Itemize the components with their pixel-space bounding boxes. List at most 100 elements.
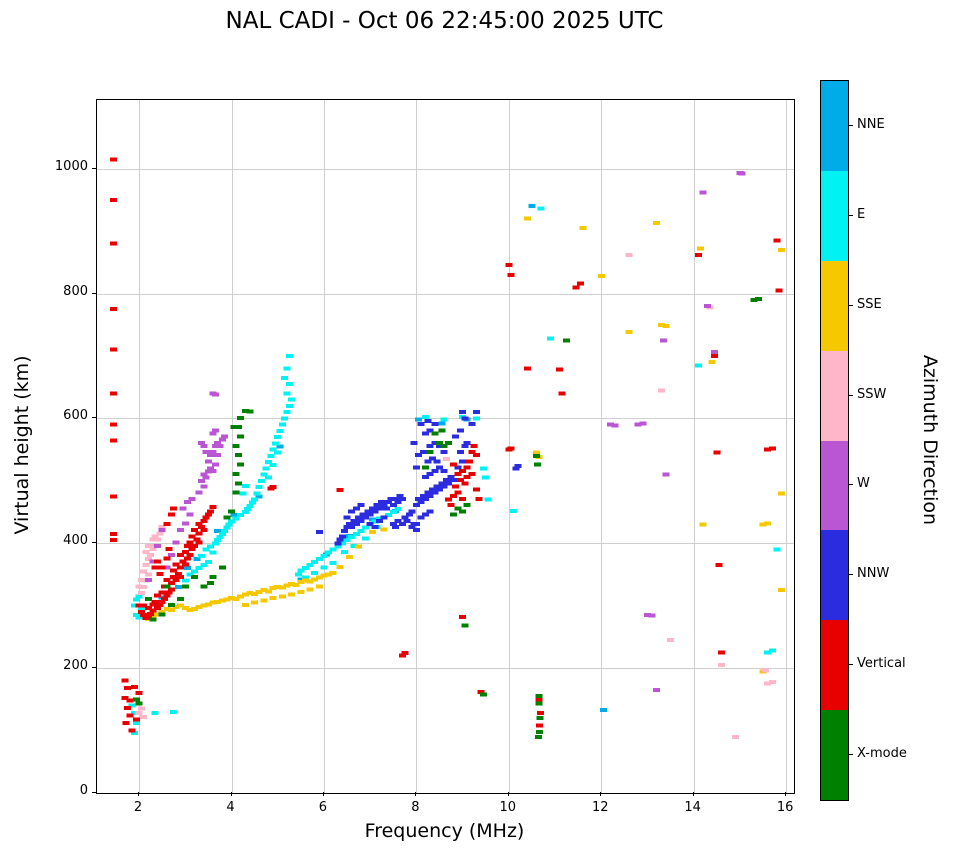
colorbar-entry-label: W xyxy=(857,476,870,492)
data-point-sse xyxy=(195,605,203,609)
data-point-vertical xyxy=(177,565,185,570)
data-point-x-mode xyxy=(209,575,217,579)
x-axis-label: Frequency (MHz) xyxy=(364,820,525,842)
data-point-nnw xyxy=(399,521,406,526)
data-point-x-mode xyxy=(436,440,443,445)
data-point-sse xyxy=(329,571,337,576)
data-point-e xyxy=(211,541,219,546)
data-point-nnw xyxy=(410,440,418,445)
data-point-x-mode xyxy=(246,409,254,414)
data-point-vertical xyxy=(181,562,189,567)
data-point-e xyxy=(202,547,210,552)
data-point-sse xyxy=(759,522,767,527)
data-point-w xyxy=(211,443,219,448)
data-point-nnw xyxy=(463,440,471,445)
data-point-vertical xyxy=(459,468,467,473)
data-point-vertical xyxy=(137,609,145,614)
data-point-sse xyxy=(218,598,226,603)
data-point-e xyxy=(362,536,369,541)
data-point-ssw xyxy=(731,734,739,739)
data-point-e xyxy=(348,535,356,539)
data-point-nnw xyxy=(345,521,353,526)
data-point-nnw xyxy=(454,465,462,470)
colorbar-entry-label: SSW xyxy=(857,386,887,402)
data-point-vertical xyxy=(140,603,148,608)
data-point-nnw xyxy=(371,509,379,514)
data-point-x-mode xyxy=(181,584,189,589)
data-point-ssw xyxy=(625,252,633,257)
data-point-x-mode xyxy=(149,617,157,622)
data-point-ssw xyxy=(667,638,675,642)
data-point-nnw xyxy=(459,459,467,464)
data-point-e xyxy=(440,417,448,422)
data-point-vertical xyxy=(158,565,166,570)
data-point-vertical xyxy=(477,689,485,694)
data-point-nne xyxy=(276,444,284,449)
data-point-nne xyxy=(528,204,536,209)
data-point-vertical xyxy=(170,506,178,511)
data-point-sse xyxy=(355,544,363,549)
data-point-e xyxy=(269,463,277,468)
data-point-e xyxy=(216,535,224,539)
data-point-vertical xyxy=(558,391,566,396)
data-point-sse xyxy=(336,565,344,569)
data-point-x-mode xyxy=(461,623,469,628)
data-point-w xyxy=(198,478,205,483)
data-point-vertical xyxy=(473,453,480,458)
data-point-nnw xyxy=(452,434,460,439)
data-point-w xyxy=(211,392,219,397)
data-point-e xyxy=(773,547,781,552)
data-point-sse xyxy=(302,578,309,583)
data-point-e xyxy=(320,565,328,570)
colorbar-tick xyxy=(849,124,853,126)
data-point-e xyxy=(389,510,397,515)
data-point-vertical xyxy=(128,728,136,733)
data-point-nnw xyxy=(449,478,457,483)
data-point-x-mode xyxy=(234,481,242,486)
data-point-sse xyxy=(251,591,259,596)
data-point-sse xyxy=(778,588,785,593)
data-point-w xyxy=(188,496,196,501)
data-point-e xyxy=(283,366,291,371)
data-point-w xyxy=(177,528,185,533)
data-point-e xyxy=(265,475,272,480)
data-point-w xyxy=(207,466,215,471)
data-point-e xyxy=(262,466,270,471)
data-point-e xyxy=(329,547,337,552)
data-point-x-mode xyxy=(232,490,240,495)
data-point-nnw xyxy=(426,493,434,498)
data-point-vertical xyxy=(110,307,118,312)
data-point-e xyxy=(260,472,268,477)
data-point-nnw xyxy=(375,518,383,523)
data-point-vertical xyxy=(163,593,171,598)
data-point-vertical xyxy=(156,603,164,608)
data-point-e xyxy=(253,491,261,496)
data-point-nnw xyxy=(412,503,420,508)
data-point-nnw xyxy=(362,515,369,520)
data-point-nnw xyxy=(315,530,323,534)
colorbar-tick xyxy=(849,574,853,576)
data-point-vertical xyxy=(122,721,130,726)
data-point-nnw xyxy=(373,503,381,508)
data-point-ssw xyxy=(144,543,152,548)
data-point-w xyxy=(639,421,647,426)
data-point-e xyxy=(241,483,249,488)
data-point-nnw xyxy=(422,496,430,501)
data-point-vertical xyxy=(202,515,210,520)
data-point-w xyxy=(207,453,215,458)
data-point-vertical xyxy=(144,614,152,619)
data-point-vertical xyxy=(711,354,718,358)
data-point-e xyxy=(221,528,229,533)
data-point-sse xyxy=(181,606,189,611)
data-point-sse xyxy=(200,603,208,608)
data-point-e xyxy=(191,569,198,574)
y-tick xyxy=(92,292,96,294)
data-point-ssw xyxy=(768,679,776,684)
x-tick-label: 12 xyxy=(591,800,609,815)
data-point-nnw xyxy=(336,537,344,542)
data-point-ssw xyxy=(137,591,145,596)
y-tick-label: 1000 xyxy=(54,158,88,174)
data-point-nnw xyxy=(426,443,434,448)
data-point-vertical xyxy=(456,478,464,483)
